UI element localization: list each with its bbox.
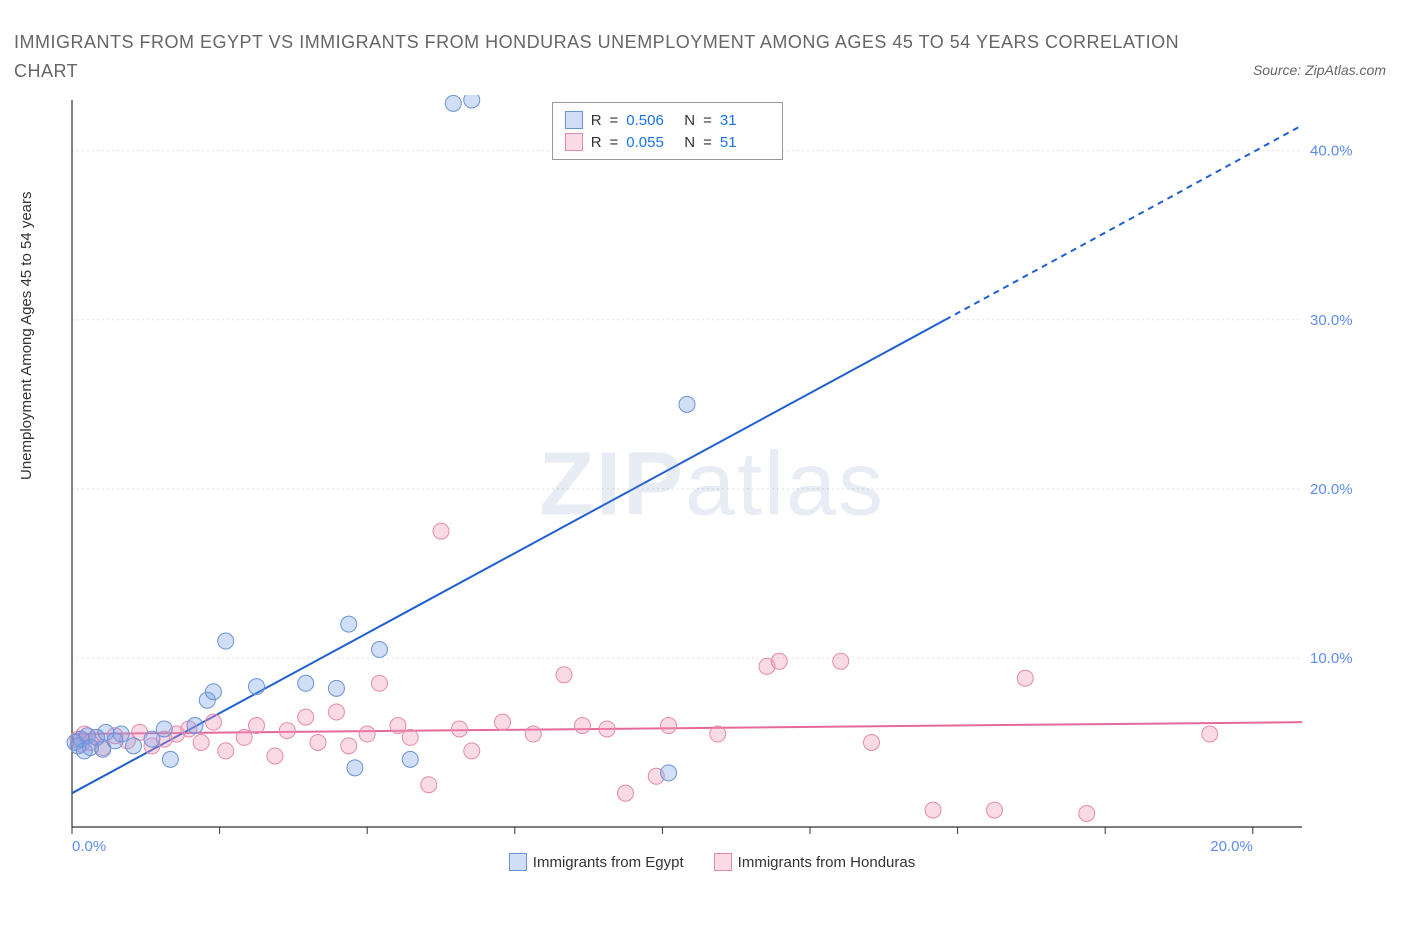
r-value-honduras: 0.055 [626, 134, 676, 151]
scatter-plot: 10.0%20.0%30.0%40.0%0.0%20.0% ZIPatlas R… [62, 95, 1362, 875]
svg-text:40.0%: 40.0% [1310, 143, 1353, 160]
swatch-honduras [714, 853, 732, 871]
x-axis-legend: Immigrants from Egypt Immigrants from Ho… [62, 853, 1362, 871]
legend-label-honduras: Immigrants from Honduras [738, 854, 916, 871]
eq-sign: = [610, 112, 619, 129]
swatch-egypt [509, 853, 527, 871]
svg-text:30.0%: 30.0% [1310, 312, 1353, 329]
r-value-egypt: 0.506 [626, 112, 676, 129]
legend-item-honduras: Immigrants from Honduras [714, 853, 916, 871]
n-label: N [684, 134, 695, 151]
svg-text:10.0%: 10.0% [1310, 650, 1353, 667]
eq-sign: = [610, 134, 619, 151]
legend-row-honduras: R = 0.055 N = 51 [565, 131, 770, 153]
source-attribution: Source: ZipAtlas.com [1253, 62, 1386, 78]
eq-sign: = [703, 112, 712, 129]
r-label: R [591, 134, 602, 151]
swatch-egypt [565, 111, 583, 129]
y-axis-label: Unemployment Among Ages 45 to 54 years [18, 191, 35, 480]
svg-text:20.0%: 20.0% [1310, 481, 1353, 498]
legend-row-egypt: R = 0.506 N = 31 [565, 109, 770, 131]
eq-sign: = [703, 134, 712, 151]
r-label: R [591, 112, 602, 129]
n-value-honduras: 51 [720, 134, 770, 151]
chart-canvas: 10.0%20.0%30.0%40.0%0.0%20.0% [62, 95, 1362, 875]
legend-item-egypt: Immigrants from Egypt [509, 853, 684, 871]
statistics-legend: R = 0.506 N = 31 R = 0.055 N = 51 [552, 102, 783, 160]
n-label: N [684, 112, 695, 129]
swatch-honduras [565, 133, 583, 151]
chart-title: IMMIGRANTS FROM EGYPT VS IMMIGRANTS FROM… [14, 28, 1206, 86]
n-value-egypt: 31 [720, 112, 770, 129]
legend-label-egypt: Immigrants from Egypt [533, 854, 684, 871]
